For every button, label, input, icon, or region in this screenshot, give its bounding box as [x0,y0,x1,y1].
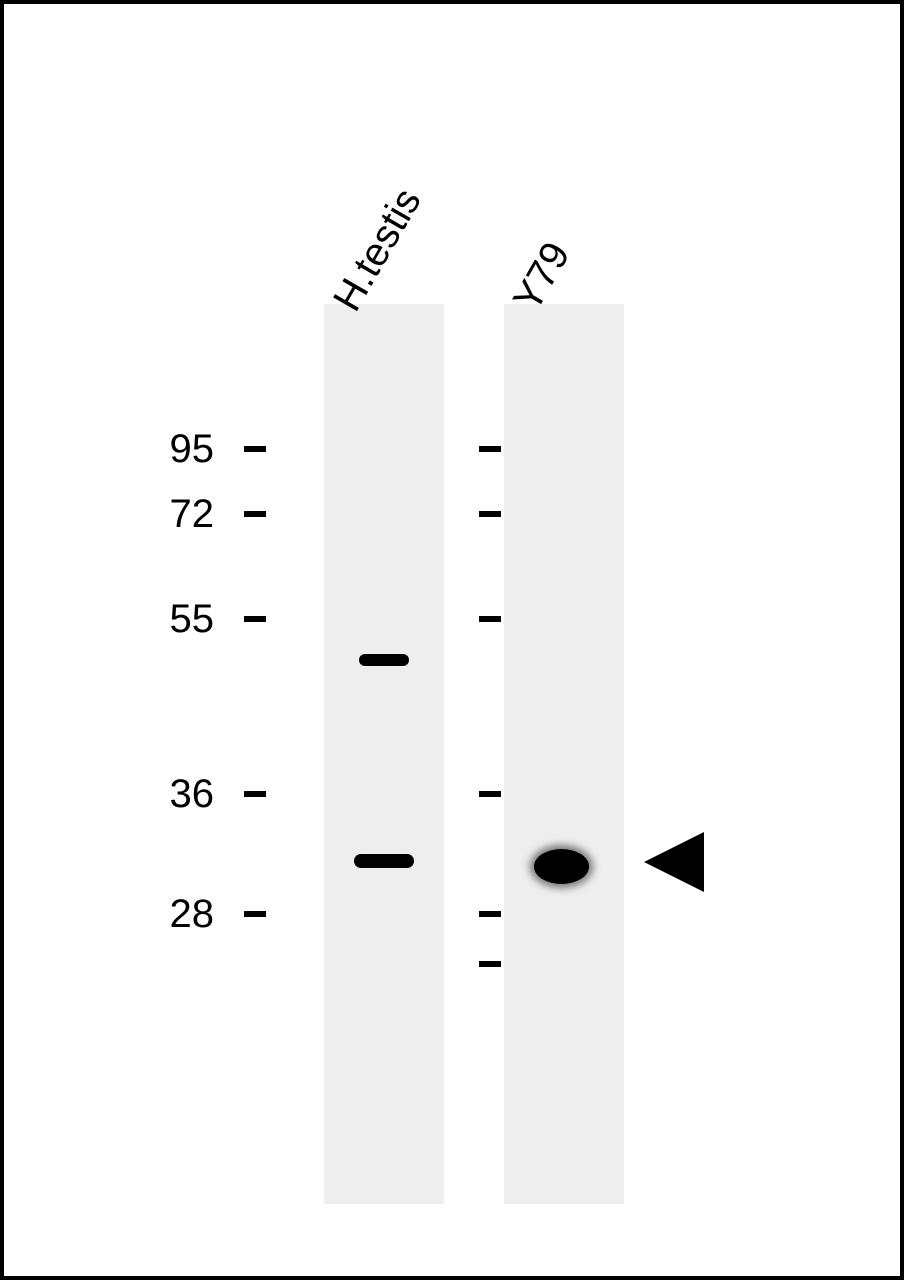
mw-tick-label-28 [244,911,266,917]
mw-tick-mid-72 [479,511,501,517]
mw-tick-label-72 [244,511,266,517]
lane-lane1 [324,304,444,1204]
mw-tick-label-95 [244,446,266,452]
band-lane1-1 [354,854,414,868]
mw-label-28: 28 [154,892,214,937]
target-arrow-icon [644,832,704,892]
mw-tick-label-55 [244,616,266,622]
band-lane1-0 [359,654,409,666]
band-lane2-0 [534,849,589,884]
mw-label-72: 72 [154,492,214,537]
mw-tick-label-36 [244,791,266,797]
mw-label-55: 55 [154,597,214,642]
mw-label-36: 36 [154,772,214,817]
mw-tick-mid-28 [479,911,501,917]
mw-tick-mid-55 [479,616,501,622]
mw-label-95: 95 [154,427,214,472]
lane-label-lane1: H.testis [325,181,431,319]
lane-lane2 [504,304,624,1204]
mw-tick-mid-95 [479,446,501,452]
figure-frame: H.testisY799572553628 [0,0,904,1280]
western-blot-plot: H.testisY799572553628 [4,4,904,1284]
mw-tick-mid-36 [479,791,501,797]
extra-tick-lane2-0 [479,961,501,967]
